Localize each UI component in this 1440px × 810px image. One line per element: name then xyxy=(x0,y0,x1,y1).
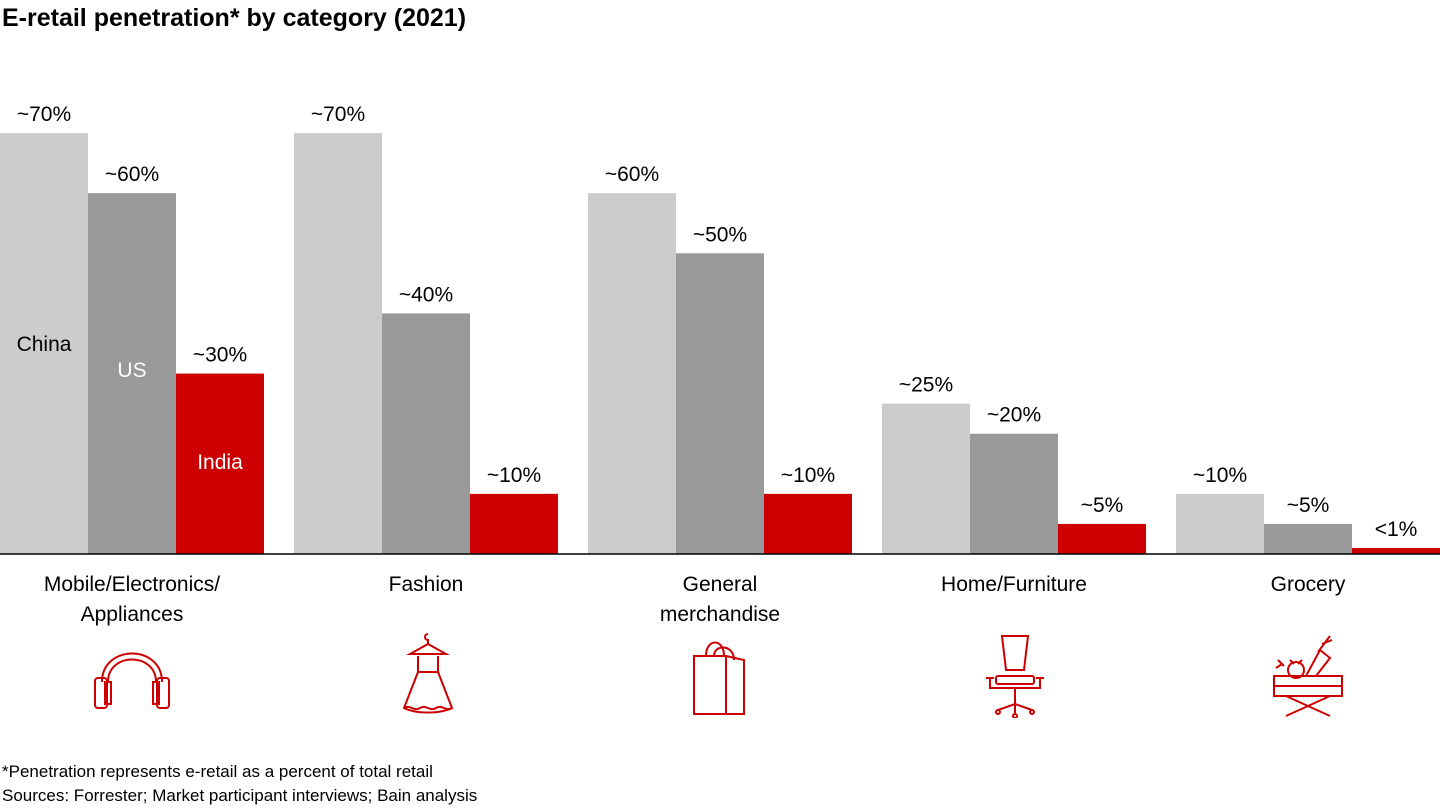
chart-title: E-retail penetration* by category (2021) xyxy=(2,4,467,32)
bar-china-4 xyxy=(882,403,970,554)
bar-china-3 xyxy=(588,193,676,554)
grocery-crate-icon xyxy=(1273,635,1343,717)
bar-us-4 xyxy=(970,433,1058,554)
footnote-definition: *Penetration represents e-retail as a pe… xyxy=(2,762,433,781)
data-label-india-1: ~30% xyxy=(193,344,247,367)
series-label-china: China xyxy=(17,333,72,356)
category-label-2: Fashion xyxy=(389,573,464,596)
data-label-china-3: ~60% xyxy=(605,163,659,186)
bar-china-2 xyxy=(294,133,382,554)
footnote-sources: Sources: Forrester; Market participant i… xyxy=(2,786,478,805)
shopping-bag-icon xyxy=(693,641,745,715)
category-label-3: General xyxy=(683,573,758,596)
data-label-india-2: ~10% xyxy=(487,464,541,487)
data-label-us-3: ~50% xyxy=(693,223,747,246)
category-label-1: Mobile/Electronics/ xyxy=(44,573,220,596)
dress-icon xyxy=(402,633,454,714)
bar-india-4 xyxy=(1058,523,1146,554)
headphones-icon xyxy=(94,652,170,709)
series-label-us: US xyxy=(117,359,146,382)
bar-india-1 xyxy=(176,373,264,554)
series-label-india: India xyxy=(197,451,243,474)
data-label-india-4: ~5% xyxy=(1081,494,1124,517)
bar-us-3 xyxy=(676,253,764,555)
data-label-china-1: ~70% xyxy=(17,103,71,126)
bar-china-1 xyxy=(0,133,88,554)
data-label-us-5: ~5% xyxy=(1287,494,1330,517)
category-label-3: merchandise xyxy=(660,603,780,626)
bar-china-5 xyxy=(1176,493,1264,554)
bar-india-3 xyxy=(764,493,852,554)
bar-us-1 xyxy=(88,193,176,554)
data-label-us-2: ~40% xyxy=(399,283,453,306)
data-label-us-1: ~60% xyxy=(105,163,159,186)
data-label-india-3: ~10% xyxy=(781,464,835,487)
data-label-india-5: <1% xyxy=(1375,518,1418,541)
category-label-1: Appliances xyxy=(81,603,184,626)
bar-india-5 xyxy=(1352,547,1440,554)
data-label-china-2: ~70% xyxy=(311,103,365,126)
data-label-us-4: ~20% xyxy=(987,404,1041,427)
office-chair-icon xyxy=(986,635,1044,718)
bar-us-2 xyxy=(382,313,470,554)
category-label-5: Grocery xyxy=(1271,573,1346,596)
category-label-4: Home/Furniture xyxy=(941,573,1087,596)
bar-us-5 xyxy=(1264,523,1352,554)
data-label-china-5: ~10% xyxy=(1193,464,1247,487)
bar-india-2 xyxy=(470,493,558,554)
data-label-china-4: ~25% xyxy=(899,374,953,397)
